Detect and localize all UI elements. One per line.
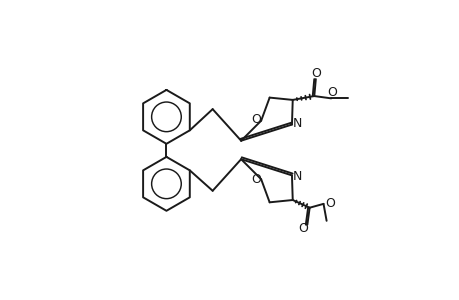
Text: N: N (292, 117, 302, 130)
Text: O: O (324, 196, 334, 210)
Text: O: O (326, 86, 336, 100)
Text: O: O (250, 173, 260, 187)
Text: O: O (250, 113, 260, 126)
Text: O: O (297, 222, 307, 235)
Text: N: N (292, 169, 302, 183)
Text: O: O (311, 67, 321, 80)
